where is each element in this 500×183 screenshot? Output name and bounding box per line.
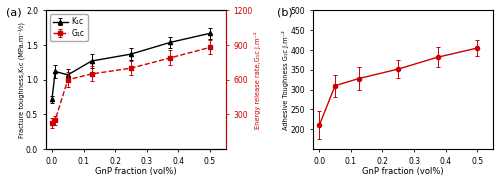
Y-axis label: Energy release rate,G₁c J.m⁻²: Energy release rate,G₁c J.m⁻² [254,31,261,129]
Y-axis label: Adhesive Toughness G₁c J.m⁻²: Adhesive Toughness G₁c J.m⁻² [282,30,290,130]
Legend: K₁c, G₁c: K₁c, G₁c [50,14,88,41]
X-axis label: GnP fraction (vol%): GnP fraction (vol%) [95,167,176,176]
Text: (b): (b) [277,8,292,18]
Text: (a): (a) [6,8,22,18]
X-axis label: GnP fraction (vol%): GnP fraction (vol%) [362,167,444,176]
Y-axis label: Fracture toughness,K₁c (MPa.m⁻½): Fracture toughness,K₁c (MPa.m⁻½) [18,22,24,138]
